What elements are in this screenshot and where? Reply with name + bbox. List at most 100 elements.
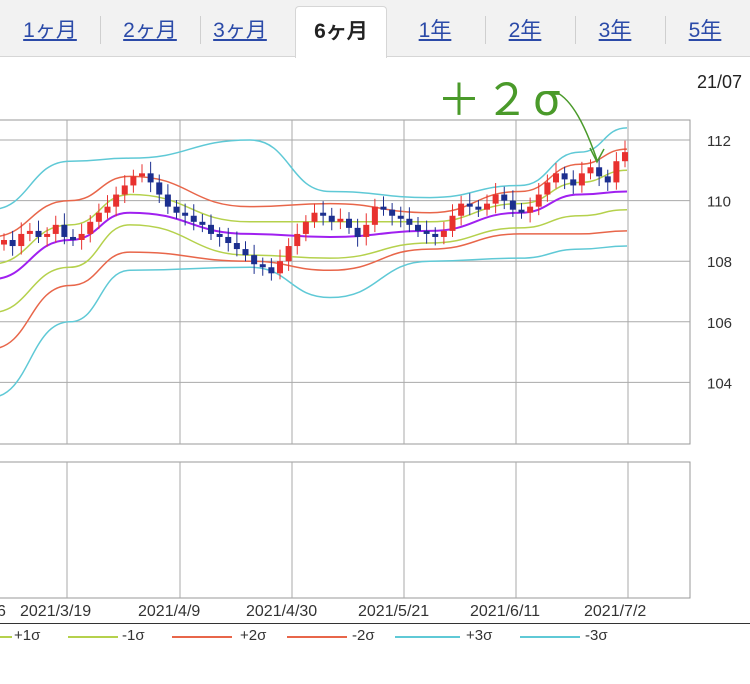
candle-body bbox=[484, 203, 490, 210]
candle-body bbox=[363, 224, 370, 237]
main-panel-frame bbox=[0, 119, 691, 445]
candle-body bbox=[492, 194, 499, 204]
tab-7[interactable]: 3年 bbox=[598, 19, 632, 42]
candle-body bbox=[328, 215, 335, 222]
candle-body bbox=[613, 161, 620, 183]
candle-body bbox=[199, 221, 206, 225]
tab-2[interactable]: 2ヶ月 bbox=[123, 19, 177, 42]
candle-body bbox=[182, 212, 189, 216]
candle-body bbox=[35, 230, 42, 237]
tab-separator bbox=[575, 16, 576, 44]
candle-body bbox=[622, 152, 628, 162]
x-tick-label: 6 bbox=[0, 603, 6, 620]
x-tick-label: 2021/3/19 bbox=[20, 603, 91, 620]
minus-2-sigma-line bbox=[0, 230, 628, 349]
candle-body bbox=[561, 173, 568, 180]
candle-body bbox=[130, 176, 137, 186]
y-tick-label: 108 bbox=[707, 254, 732, 271]
y-tick-label: 112 bbox=[707, 133, 731, 150]
sub-panel-frame bbox=[0, 461, 691, 599]
tab-5[interactable]: 1年 bbox=[418, 19, 452, 42]
candle-body bbox=[449, 215, 456, 231]
candle-body bbox=[406, 218, 413, 225]
candle-body bbox=[544, 182, 551, 195]
candle-body bbox=[268, 267, 275, 274]
candle-body bbox=[302, 221, 309, 234]
annotation-arrow-line bbox=[555, 91, 598, 161]
legend-swatch bbox=[172, 636, 232, 638]
legend-divider bbox=[0, 623, 750, 624]
candle-body bbox=[121, 185, 128, 195]
chart-legend: +1σ -1σ +2σ -2σ +3σ -3σ bbox=[0, 624, 750, 650]
candle-body bbox=[156, 182, 163, 195]
moving-average-line bbox=[0, 190, 628, 280]
candle-body bbox=[61, 224, 68, 237]
candle-body bbox=[9, 239, 16, 247]
candle-body bbox=[535, 194, 542, 207]
tab-1[interactable]: 1ヶ月 bbox=[23, 19, 77, 42]
candle-body bbox=[337, 218, 344, 222]
tab-6[interactable]: 2年 bbox=[508, 19, 542, 42]
tab-3[interactable]: 3ヶ月 bbox=[213, 19, 267, 42]
minus-3-sigma-line bbox=[0, 245, 628, 397]
candle-body bbox=[95, 212, 102, 222]
candle-body bbox=[87, 221, 94, 234]
candle-body bbox=[285, 246, 292, 262]
candle-body bbox=[18, 233, 25, 247]
candle-body bbox=[44, 233, 51, 237]
x-tick-label: 2021/6/11 bbox=[470, 603, 540, 620]
date-label: 21/07 bbox=[697, 72, 743, 92]
candle-body bbox=[423, 230, 430, 234]
candle-body bbox=[173, 206, 180, 213]
candle-body bbox=[527, 206, 534, 213]
candle-body bbox=[164, 194, 171, 207]
candle-body bbox=[518, 209, 525, 213]
legend-label: -2σ bbox=[352, 627, 375, 644]
candle-body bbox=[415, 224, 421, 231]
plus-3-sigma-line bbox=[0, 127, 628, 210]
legend-label: +2σ bbox=[240, 627, 267, 644]
candle-body bbox=[233, 243, 240, 250]
y-tick-label: 104 bbox=[707, 375, 732, 392]
legend-swatch bbox=[395, 636, 460, 638]
candle-body bbox=[216, 233, 223, 237]
candle-body bbox=[311, 212, 318, 222]
candle-body bbox=[501, 194, 508, 201]
candle-body bbox=[397, 215, 404, 219]
tab-separator bbox=[665, 16, 666, 44]
y-tick-label: 106 bbox=[707, 315, 732, 332]
legend-swatch bbox=[0, 636, 12, 638]
x-tick-label: 2021/7/2 bbox=[584, 603, 646, 620]
candle-body bbox=[354, 227, 361, 237]
period-tab-bar: 1ヶ月 2ヶ月 3ヶ月 6ヶ月 1年 2年 3年 5年 bbox=[0, 0, 750, 58]
candle-body bbox=[320, 212, 327, 216]
candle-body bbox=[251, 255, 258, 265]
candle-body bbox=[346, 218, 352, 228]
candle-body bbox=[475, 206, 482, 210]
candle-body bbox=[294, 233, 301, 247]
candle-body bbox=[371, 206, 378, 225]
candle-body bbox=[440, 230, 447, 237]
x-tick-label: 2021/4/9 bbox=[138, 603, 200, 620]
candle-body bbox=[570, 179, 577, 186]
candle-body bbox=[104, 206, 111, 213]
candle-body bbox=[604, 176, 611, 183]
candle-body bbox=[70, 236, 76, 240]
legend-label: -3σ bbox=[585, 627, 608, 644]
candle-body bbox=[509, 200, 516, 210]
minus-1-sigma-line bbox=[0, 208, 628, 313]
x-tick-label: 2021/5/21 bbox=[358, 603, 429, 620]
candle-body bbox=[113, 194, 120, 207]
candle-body bbox=[78, 233, 85, 240]
legend-label: +3σ bbox=[466, 627, 493, 644]
candle-body bbox=[1, 239, 7, 245]
candle-body bbox=[553, 173, 559, 183]
candle-body bbox=[596, 167, 603, 177]
tab-4[interactable]: 6ヶ月 bbox=[295, 6, 387, 58]
legend-swatch bbox=[520, 636, 580, 638]
tab-8[interactable]: 5年 bbox=[688, 19, 722, 42]
candle-body bbox=[52, 224, 59, 234]
tab-separator bbox=[485, 16, 486, 44]
candle-body bbox=[147, 173, 154, 183]
